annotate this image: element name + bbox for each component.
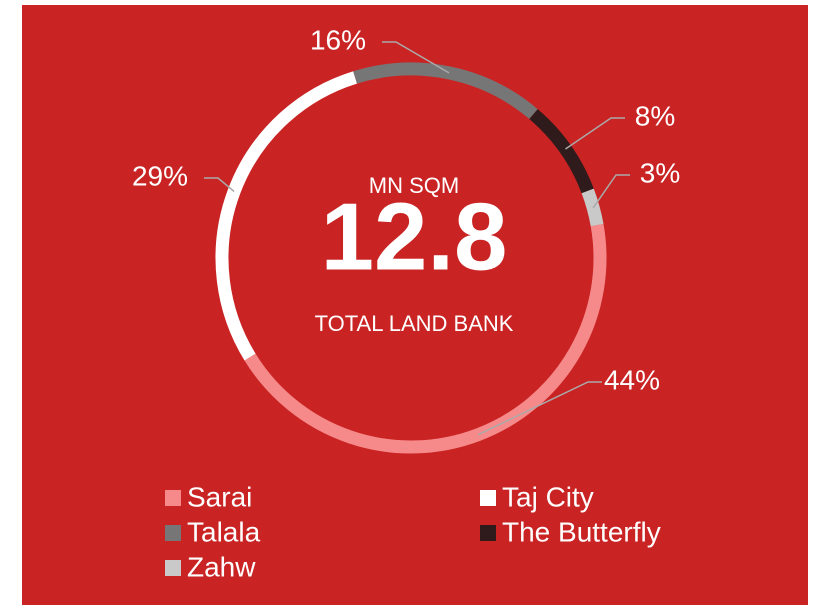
leader-line <box>477 381 602 436</box>
legend-swatch <box>165 490 181 506</box>
leader-line <box>592 174 630 209</box>
center-value: 12.8 <box>321 183 508 290</box>
data-label: 8% <box>635 100 675 131</box>
legend-label: Talala <box>187 516 261 547</box>
legend-swatch <box>480 525 496 541</box>
legend-label: Zahw <box>187 551 256 582</box>
legend-swatch <box>480 490 496 506</box>
legend-label: Taj City <box>502 481 594 512</box>
center-bottom: TOTAL LAND BANK <box>315 311 514 336</box>
legend-label: The Butterfly <box>502 516 661 547</box>
leader-line <box>204 177 235 193</box>
donut-segment <box>529 109 594 194</box>
legend-swatch <box>165 560 181 576</box>
legend-swatch <box>165 525 181 541</box>
data-label: 3% <box>640 157 680 188</box>
donut-segment <box>215 71 358 361</box>
data-label: 44% <box>604 364 660 395</box>
background <box>22 5 808 605</box>
data-label: 29% <box>132 160 188 191</box>
donut-segment <box>353 62 538 120</box>
leader-line <box>382 41 450 74</box>
leader-line <box>565 117 625 150</box>
center-top: MN SQM <box>369 173 459 198</box>
legend-label: Sarai <box>187 481 252 512</box>
data-label: 16% <box>310 24 366 55</box>
